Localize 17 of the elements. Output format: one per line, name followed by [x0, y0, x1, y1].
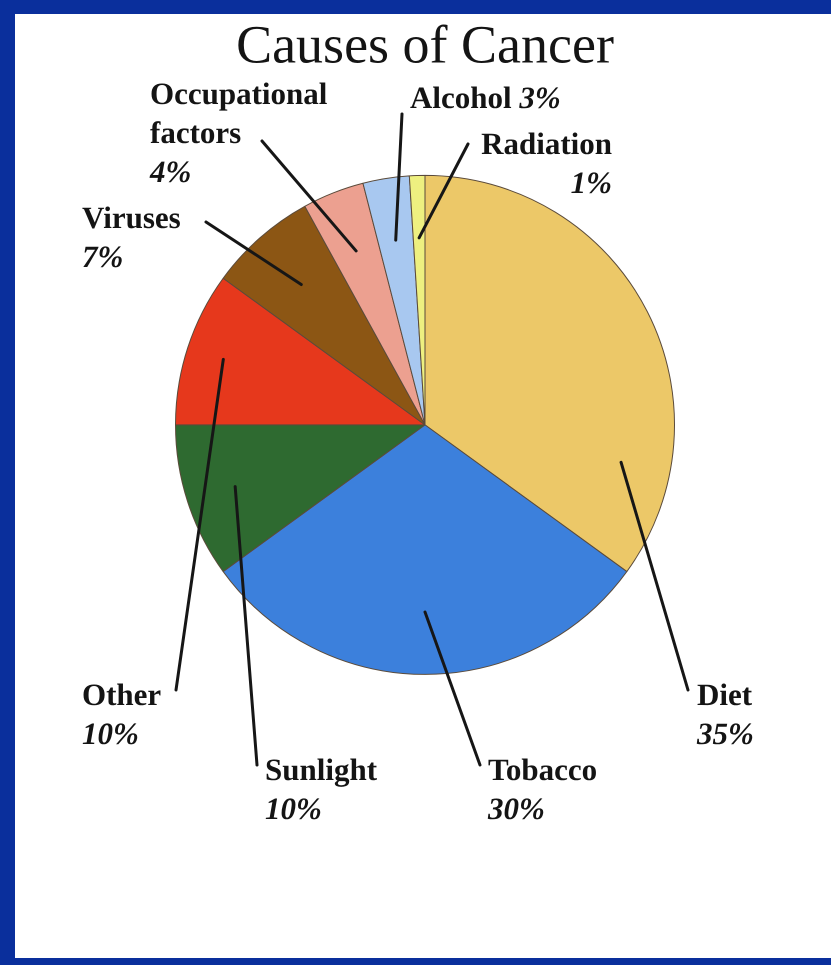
data-label: 35% — [696, 716, 754, 751]
slice-label: Radiation — [481, 126, 612, 161]
slice-label: Viruses — [82, 200, 181, 235]
data-label: 10% — [265, 791, 322, 826]
data-label: 3% — [512, 80, 561, 115]
data-label: 30% — [487, 791, 545, 826]
slice-label: Diet — [697, 677, 753, 712]
slice-label: Alcohol — [410, 80, 512, 115]
slice-label: Sunlight — [265, 752, 378, 787]
slice-label: Tobacco — [488, 752, 598, 787]
data-label: 1% — [570, 165, 612, 200]
slice-label: Other — [82, 677, 162, 712]
chart-title: Causes of Cancer — [236, 14, 614, 75]
data-label: 4% — [149, 154, 192, 189]
data-label: 10% — [82, 716, 139, 751]
data-label: 7% — [82, 239, 124, 274]
slice-label: Occupational factors — [150, 76, 328, 150]
